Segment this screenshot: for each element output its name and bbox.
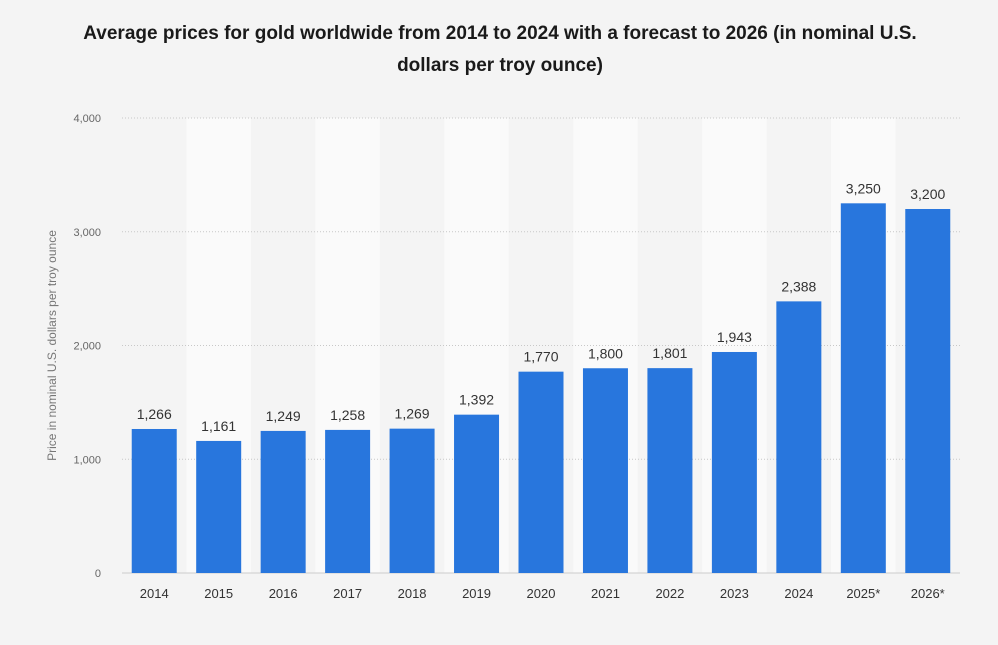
y-axis-label: Price in nominal U.S. dollars per troy o… — [45, 230, 59, 461]
x-tick-label: 2019 — [462, 586, 491, 601]
bar-2021 — [582, 368, 628, 573]
x-tick-label: 2016 — [269, 586, 298, 601]
data-label: 1,161 — [201, 418, 236, 434]
bar-2025* — [840, 203, 886, 573]
bar-2016 — [260, 430, 306, 573]
data-label: 1,249 — [266, 408, 301, 424]
bar-2015 — [196, 440, 242, 573]
bar-2014 — [131, 428, 177, 573]
x-tick-label: 2024 — [784, 586, 813, 601]
data-label: 2,388 — [781, 278, 816, 294]
data-label: 1,392 — [459, 392, 494, 408]
x-tick-label: 2018 — [398, 586, 427, 601]
bar-2018 — [389, 428, 435, 573]
data-label: 1,258 — [330, 407, 365, 423]
y-tick-label: 0 — [95, 568, 101, 580]
x-tick-label: 2017 — [333, 586, 362, 601]
y-tick-label: 3,000 — [73, 227, 101, 239]
bar-2026* — [905, 209, 951, 573]
x-tick-label: 2020 — [527, 586, 556, 601]
y-tick-label: 4,000 — [73, 113, 101, 125]
bar-2023 — [711, 351, 757, 573]
bar-2017 — [325, 429, 371, 573]
data-label: 1,800 — [588, 345, 623, 361]
x-tick-label: 2023 — [720, 586, 749, 601]
x-tick-label: 2026* — [911, 586, 945, 601]
x-tick-label: 2014 — [140, 586, 169, 601]
y-tick-label: 1,000 — [73, 454, 101, 466]
x-tick-label: 2015 — [204, 586, 233, 601]
bar-2019 — [454, 414, 500, 573]
data-label: 1,770 — [523, 349, 558, 365]
data-label: 1,801 — [652, 345, 687, 361]
x-tick-label: 2025* — [846, 586, 880, 601]
data-label: 1,943 — [717, 329, 752, 345]
x-tick-label: 2022 — [655, 586, 684, 601]
data-label: 3,250 — [846, 180, 881, 196]
y-tick-label: 2,000 — [73, 341, 101, 353]
chart-title: Average prices for gold worldwide from 2… — [83, 23, 917, 76]
x-tick-label: 2021 — [591, 586, 620, 601]
bar-2020 — [518, 371, 564, 573]
bar-2024 — [776, 301, 822, 573]
data-label: 1,266 — [137, 406, 172, 422]
data-label: 1,269 — [395, 406, 430, 422]
bar-2022 — [647, 368, 693, 573]
data-label: 3,200 — [910, 186, 945, 202]
